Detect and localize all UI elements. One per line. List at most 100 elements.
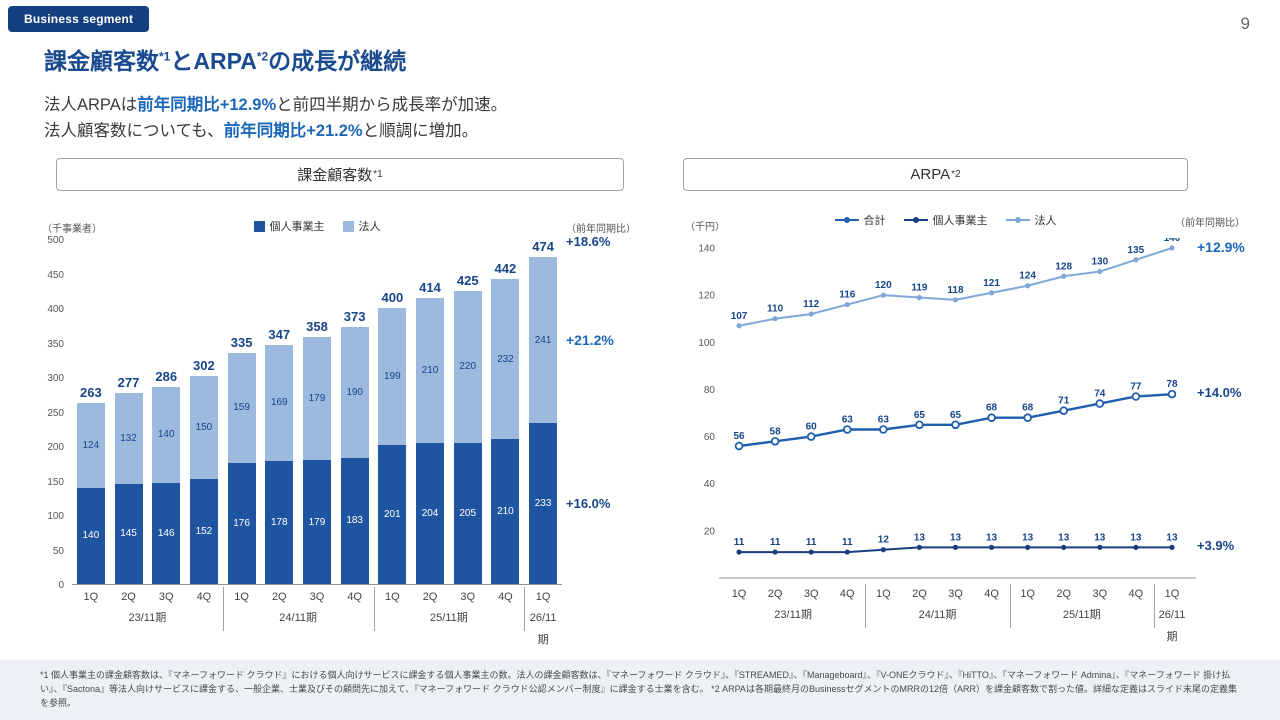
point-label-corporate: 116 (839, 290, 856, 301)
bar-total-label: 425 (456, 272, 479, 288)
year-separator (865, 584, 867, 628)
bar-segment-corporate: 190 (340, 326, 369, 458)
point-label-individual: 11 (842, 537, 853, 548)
point-marker-individual (844, 549, 850, 555)
point-label-individual: 11 (806, 537, 817, 548)
legend-line-swatch-individual (903, 217, 928, 223)
y-axis-tick-label: 20 (704, 526, 716, 537)
point-marker-corporate (1169, 245, 1175, 251)
bar-segment-individual: 176 (227, 462, 256, 584)
point-label-total: 63 (842, 415, 854, 426)
subtitle-text: と順調に増加。 (362, 122, 479, 141)
y-axis-tick-label: 120 (698, 291, 715, 302)
point-marker-corporate (952, 297, 959, 303)
bar-value-corporate: 132 (120, 432, 137, 444)
point-marker-total (879, 425, 888, 434)
point-marker-individual (736, 549, 742, 555)
quarter-label: 4Q (498, 591, 513, 603)
point-marker-individual (880, 547, 886, 553)
point-marker-total (1095, 399, 1105, 408)
bar-total-label: 442 (494, 261, 517, 277)
subtitle-highlight-customers: 前年同期比+21.2% (223, 122, 363, 141)
point-label-individual: 13 (1130, 532, 1142, 543)
legend-item-individual: 個人事業主 (253, 218, 325, 234)
title-text-3: の成長が継続 (268, 48, 407, 74)
bar-chart-legend: 個人事業主 法人 (72, 218, 562, 234)
x-axis: 1Q 2Q 3Q 4Q 1Q 2Q 3Q 4Q 1Q 2Q 3Q 4Q 1Q 23/11期 24/11期 25… (721, 584, 1190, 643)
quarter-label: 4Q (839, 588, 855, 600)
point-label-total: 60 (806, 422, 818, 433)
bar-value-individual: 204 (421, 508, 439, 520)
bar-segment-corporate: 210 (416, 298, 445, 444)
bar-segment-individual: 204 (416, 443, 445, 584)
bar-total-label: 263 (79, 384, 102, 400)
point-label-total: 74 (1094, 389, 1106, 400)
legend-line-swatch-corporate (1005, 217, 1030, 223)
subtitle-text: と前四半期から成長率が加速。 (276, 96, 508, 114)
y-axis-tick-label: 450 (47, 269, 64, 281)
point-label-individual: 13 (1022, 532, 1034, 543)
y-axis-tick-label: 40 (704, 479, 716, 490)
stacked-bar: 335 159 176 (227, 335, 256, 584)
bar-total-label: 347 (268, 326, 291, 342)
quarter-label: 4Q (1128, 588, 1144, 600)
bar-segment-corporate: 241 (529, 256, 558, 424)
quarter-label: 1Q (1020, 588, 1035, 600)
stacked-bar: 302 150 152 (189, 358, 218, 584)
bar-value-individual: 210 (497, 506, 514, 518)
quarter-label: 1Q (1164, 588, 1180, 600)
chart-title-text: 課金顧客数 (297, 167, 373, 184)
point-marker-total (1023, 413, 1032, 423)
legend-swatch-corporate (342, 220, 354, 232)
point-marker-individual (1061, 544, 1067, 550)
bar-value-individual: 205 (459, 507, 477, 519)
bar-segment-corporate: 220 (453, 290, 482, 443)
bar-column: 442 232 210 (487, 240, 525, 584)
quarter-label: 2Q (767, 588, 783, 600)
year-label: 24/11期 (279, 612, 317, 624)
point-label-individual: 13 (1094, 532, 1106, 543)
bar-segment-individual: 178 (265, 461, 294, 584)
year-label-row: 23/11期 24/11期 25/11期 26/11期 (72, 607, 562, 646)
year-separator (524, 587, 526, 631)
point-marker-total (1167, 389, 1177, 399)
bar-column: 474 241 233 (524, 239, 562, 584)
point-marker-individual (1025, 544, 1031, 550)
quarter-label: 1Q (83, 591, 99, 603)
point-marker-total (951, 420, 960, 430)
arpa-chart: ARPA *2 （千円） 合計 個人事業主 法人 （前年同期比） 20 40 60 80 10… (683, 158, 1245, 658)
bar-total-label: 302 (193, 357, 215, 373)
point-label-individual: 13 (950, 532, 962, 543)
y-axis-tick-label: 140 (698, 244, 715, 255)
y-axis-tick-label: 300 (47, 373, 64, 384)
paying-customers-chart: 課金顧客数 *1 （千事業者） 個人事業主 法人 （前年同期比） 0 50 100 150… (40, 158, 640, 658)
point-label-corporate: 120 (875, 280, 892, 291)
point-label-total: 71 (1058, 396, 1070, 407)
point-label-individual: 13 (1058, 532, 1070, 543)
point-marker-corporate (1025, 283, 1031, 289)
yoy-annotations: +14.0% +3.9% +12.9% (683, 238, 1245, 584)
year-label: 24/11期 (918, 609, 957, 621)
legend-dot (843, 217, 850, 223)
quarter-label: 1Q (876, 588, 891, 600)
stacked-bar: 347 169 178 (265, 327, 294, 584)
bar-segment-corporate: 169 (265, 344, 294, 462)
point-marker-individual (1169, 544, 1175, 550)
year-separator (1153, 584, 1155, 628)
bar-value-individual: 201 (384, 509, 401, 521)
point-marker-corporate (844, 301, 850, 308)
yoy-annotation-total: +18.6% (566, 233, 611, 249)
bar-total-label: 474 (532, 238, 554, 254)
quarter-label: 1Q (535, 591, 551, 603)
legend-dot (912, 217, 919, 223)
bar-value-individual: 152 (195, 526, 213, 538)
year-separator (222, 587, 224, 631)
quarter-label: 3Q (803, 588, 819, 600)
quarter-label: 3Q (158, 591, 174, 603)
quarter-label: 3Q (309, 591, 325, 603)
bar-segment-individual: 146 (152, 483, 181, 584)
stacked-bar: 286 140 146 (152, 369, 181, 584)
point-marker-corporate (916, 294, 923, 301)
stacked-bar: 277 132 145 (114, 375, 143, 584)
bar-segment-individual: 210 (491, 439, 520, 584)
